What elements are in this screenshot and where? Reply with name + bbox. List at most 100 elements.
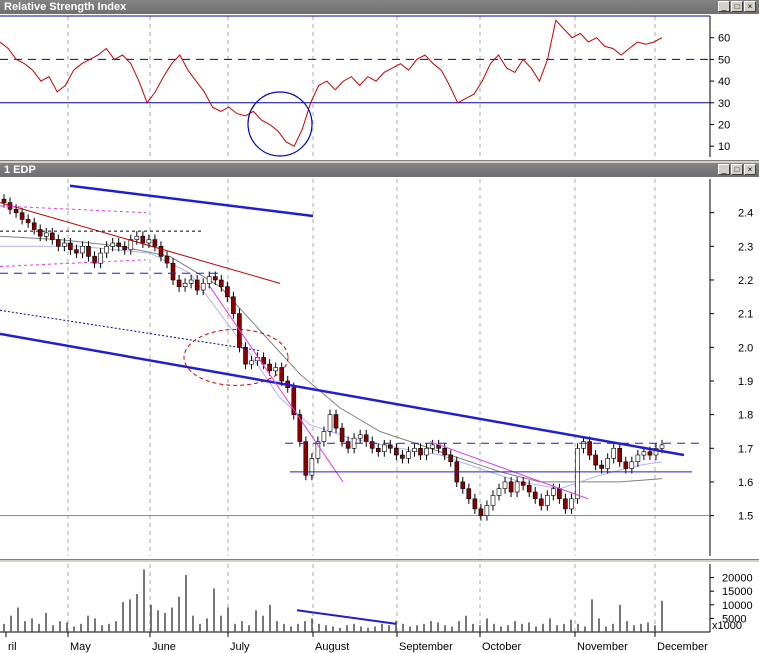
- maximize-button[interactable]: □: [731, 164, 743, 175]
- candle-body: [623, 461, 629, 469]
- candle-body: [478, 508, 484, 516]
- candle-body: [557, 488, 562, 500]
- candle-body: [194, 279, 200, 291]
- rsi-highlight-circle: [247, 91, 313, 157]
- candle-body: [225, 286, 230, 298]
- candle-body: [92, 256, 97, 264]
- volume-tick-label: 10000: [722, 600, 753, 612]
- rsi-chart: 10 20 30 40 50 60: [0, 15, 730, 157]
- decline-line-1: [209, 286, 344, 483]
- month-label: July: [230, 641, 250, 653]
- trendline-red: [0, 202, 281, 284]
- rsi-tick-label: 10: [718, 141, 730, 153]
- minimize-button[interactable]: _: [718, 164, 730, 175]
- price-chart: 1.5 1.6 1.7 1.8 1.9 2.0 2.1 2.2 2.3 2.4: [0, 179, 753, 556]
- candle-body: [200, 283, 206, 291]
- candle-body: [188, 279, 194, 284]
- candle-body: [267, 363, 272, 372]
- candle-body: [508, 481, 514, 493]
- rsi-tick-label: 30: [718, 98, 730, 110]
- candle-body: [406, 451, 411, 459]
- candle-body: [122, 246, 127, 251]
- minimize-button[interactable]: _: [718, 1, 730, 12]
- candle-body: [182, 283, 188, 288]
- candle-body: [345, 441, 351, 449]
- candle-body: [647, 451, 653, 456]
- maximize-button[interactable]: □: [731, 1, 743, 12]
- rsi-title: Relative Strength Index: [4, 1, 127, 13]
- close-button[interactable]: ×: [744, 164, 756, 175]
- candle-body: [375, 447, 381, 452]
- close-button[interactable]: ×: [744, 1, 756, 12]
- candle-body: [532, 491, 538, 499]
- candle-body: [575, 447, 580, 500]
- candle-body: [526, 484, 532, 493]
- candle-body: [442, 447, 448, 456]
- candle-body: [303, 441, 309, 476]
- candle-body: [297, 414, 303, 442]
- candle-body: [249, 360, 254, 365]
- price-tick-label: 1.5: [738, 511, 753, 523]
- candle-body: [394, 447, 399, 456]
- candle-body: [629, 461, 635, 469]
- candle-body: [514, 481, 520, 493]
- candle-body: [273, 367, 279, 372]
- candle-body: [587, 441, 592, 456]
- month-label: September: [399, 641, 453, 653]
- candle-body: [19, 212, 25, 220]
- candle-body: [291, 387, 297, 415]
- candle-body: [369, 441, 375, 449]
- candle-body: [430, 444, 435, 449]
- candle-body: [357, 434, 363, 439]
- month-label: December: [657, 641, 708, 653]
- candle-body: [321, 431, 327, 442]
- decline-line-2: [429, 441, 589, 500]
- pattern-highlight-ellipse: [183, 328, 289, 386]
- candle-body: [164, 256, 170, 264]
- candle-body: [400, 454, 405, 459]
- candle-body: [110, 242, 115, 247]
- month-label: October: [482, 641, 521, 653]
- candle-body: [387, 444, 393, 449]
- candle-body: [80, 246, 85, 254]
- month-label: November: [577, 641, 628, 653]
- candle-body: [496, 488, 502, 496]
- candle-body: [279, 367, 285, 382]
- rsi-tick-label: 50: [718, 54, 730, 66]
- rsi-titlebar: Relative Strength Index _ □ ×: [0, 0, 759, 14]
- volume-tick-label: 20000: [722, 573, 753, 585]
- price-tick-label: 1.6: [738, 477, 753, 489]
- candle-body: [219, 279, 224, 287]
- candle-body: [152, 239, 158, 247]
- channel-upper: [0, 205, 147, 214]
- rsi-tick-label: 60: [718, 33, 730, 45]
- candle-body: [25, 219, 31, 224]
- candle-body: [605, 458, 611, 469]
- candle-body: [593, 454, 598, 466]
- price-titlebar: 1 EDP _ □ ×: [0, 163, 759, 177]
- candle-body: [581, 441, 586, 449]
- candle-body: [68, 242, 73, 250]
- candle-body: [309, 458, 315, 476]
- candle-body: [617, 447, 623, 463]
- month-label: ril: [8, 641, 17, 653]
- candle-body: [611, 447, 617, 459]
- candle-body: [55, 239, 61, 247]
- candle-body: [261, 357, 266, 365]
- candle-body: [635, 454, 641, 462]
- rsi-tick-label: 20: [718, 119, 730, 131]
- volume-pane: 5000 10000 15000 20000 x1000 ril May June July Au…: [0, 562, 759, 653]
- volume-trendline: [296, 609, 397, 625]
- candle-body: [98, 252, 103, 264]
- candle-body: [128, 239, 134, 250]
- candle-body: [550, 488, 556, 496]
- candle-body: [104, 246, 109, 254]
- volume-tick-label: 5000: [722, 613, 746, 625]
- candle-body: [484, 505, 490, 516]
- candle-body: [538, 498, 544, 506]
- moving-average-slow: [0, 235, 663, 483]
- candle-body: [424, 447, 429, 456]
- candle-body: [315, 441, 321, 459]
- candle-body: [158, 246, 164, 257]
